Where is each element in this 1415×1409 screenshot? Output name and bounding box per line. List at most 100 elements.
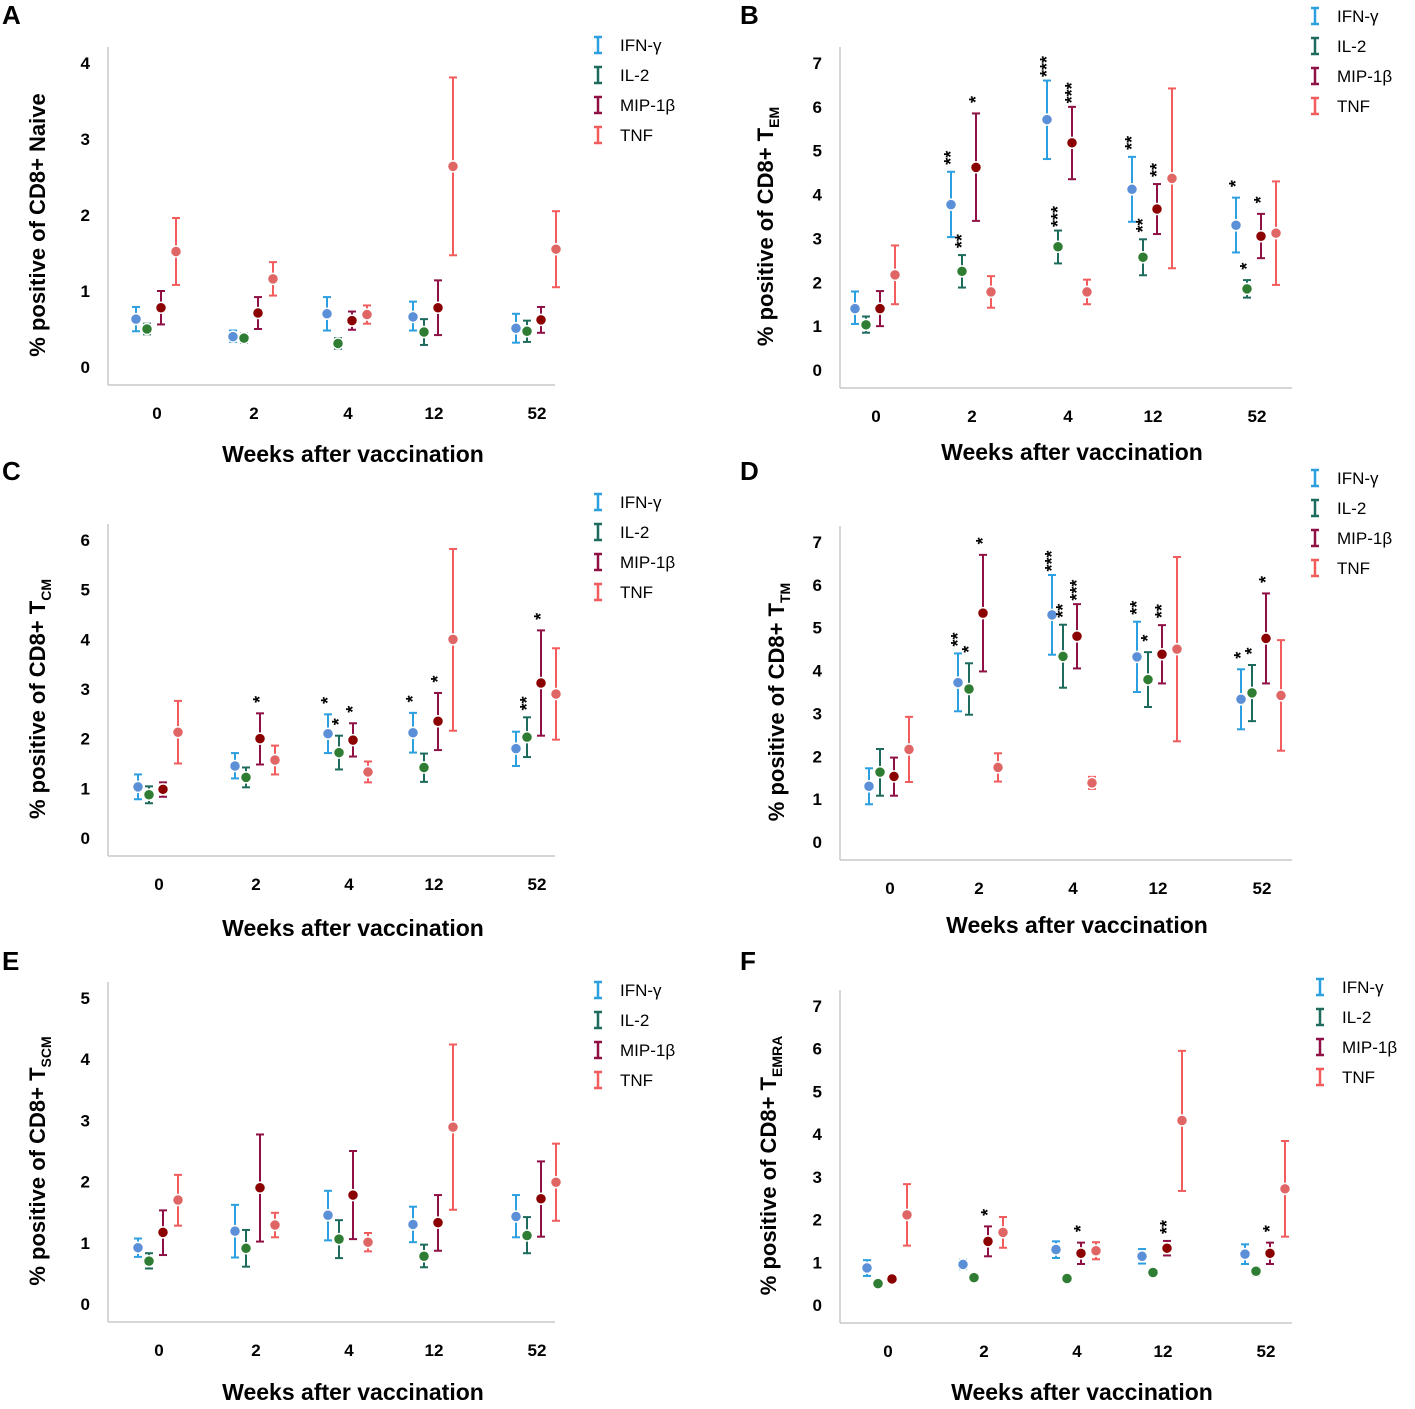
- data-point[interactable]: [1125, 183, 1139, 196]
- data-point[interactable]: [534, 313, 548, 327]
- data-point[interactable]: [360, 308, 374, 321]
- data-point[interactable]: [406, 1218, 420, 1231]
- data-point[interactable]: [1130, 650, 1144, 664]
- data-point[interactable]: [962, 682, 976, 696]
- data-point[interactable]: [549, 242, 563, 256]
- data-point[interactable]: [266, 272, 280, 286]
- data-point[interactable]: [332, 746, 346, 759]
- data-point[interactable]: [984, 285, 998, 299]
- data-point[interactable]: [140, 322, 154, 336]
- data-point[interactable]: [268, 753, 282, 767]
- data-point[interactable]: [1269, 226, 1283, 240]
- data-point[interactable]: [991, 761, 1005, 774]
- data-point[interactable]: [1150, 202, 1164, 216]
- data-point[interactable]: [431, 1216, 445, 1229]
- data-point[interactable]: [848, 302, 862, 315]
- data-point[interactable]: [406, 726, 420, 739]
- data-point[interactable]: [1089, 1244, 1103, 1258]
- data-point[interactable]: [1229, 219, 1243, 232]
- data-point[interactable]: [228, 759, 242, 773]
- data-point[interactable]: [237, 331, 251, 345]
- data-point[interactable]: [446, 633, 460, 646]
- data-point[interactable]: [1234, 693, 1248, 706]
- data-point[interactable]: [1155, 648, 1169, 661]
- data-point[interactable]: [1165, 172, 1179, 185]
- data-point[interactable]: [1065, 136, 1079, 150]
- data-point[interactable]: [873, 302, 887, 315]
- data-point[interactable]: [862, 780, 876, 793]
- data-point[interactable]: [1060, 1272, 1074, 1285]
- data-point[interactable]: [967, 1271, 981, 1284]
- data-point[interactable]: [981, 1235, 995, 1248]
- data-point[interactable]: [951, 676, 965, 689]
- data-point[interactable]: [1135, 1250, 1149, 1263]
- data-point[interactable]: [1049, 1243, 1063, 1256]
- data-point[interactable]: [534, 1192, 548, 1205]
- data-point[interactable]: [1056, 650, 1070, 663]
- data-point[interactable]: [239, 1242, 253, 1255]
- data-point[interactable]: [955, 265, 969, 278]
- data-point[interactable]: [1074, 1247, 1088, 1260]
- data-point[interactable]: [431, 715, 445, 728]
- data-point[interactable]: [1240, 282, 1254, 296]
- data-point[interactable]: [228, 1224, 242, 1238]
- data-point[interactable]: [1070, 630, 1084, 643]
- data-point[interactable]: [331, 337, 345, 350]
- data-point[interactable]: [417, 1250, 431, 1263]
- data-point[interactable]: [944, 198, 958, 211]
- data-point[interactable]: [417, 761, 431, 774]
- data-point[interactable]: [860, 1261, 874, 1275]
- data-point[interactable]: [534, 676, 548, 690]
- data-point[interactable]: [142, 788, 156, 802]
- data-point[interactable]: [902, 743, 916, 756]
- data-point[interactable]: [1170, 642, 1184, 656]
- data-point[interactable]: [361, 1235, 375, 1249]
- data-point[interactable]: [520, 1229, 534, 1242]
- data-point[interactable]: [131, 780, 145, 794]
- data-point[interactable]: [156, 783, 170, 796]
- data-point[interactable]: [156, 1226, 170, 1239]
- data-point[interactable]: [1051, 240, 1065, 254]
- data-point[interactable]: [1040, 113, 1054, 126]
- data-point[interactable]: [226, 330, 240, 343]
- data-point[interactable]: [1254, 229, 1268, 243]
- data-point[interactable]: [321, 727, 335, 740]
- data-point[interactable]: [417, 325, 431, 339]
- data-point[interactable]: [885, 1272, 899, 1286]
- data-point[interactable]: [520, 730, 534, 744]
- data-point[interactable]: [406, 310, 420, 324]
- data-point[interactable]: [1045, 608, 1059, 622]
- data-point[interactable]: [131, 1241, 145, 1254]
- data-point[interactable]: [1080, 285, 1094, 299]
- data-point[interactable]: [549, 1175, 563, 1189]
- data-point[interactable]: [253, 1181, 267, 1194]
- data-point[interactable]: [509, 1210, 523, 1223]
- data-point[interactable]: [361, 765, 375, 779]
- data-point[interactable]: [446, 160, 460, 173]
- data-point[interactable]: [251, 306, 265, 320]
- data-point[interactable]: [1278, 1182, 1292, 1196]
- data-point[interactable]: [969, 161, 983, 174]
- data-point[interactable]: [1249, 1265, 1263, 1278]
- data-point[interactable]: [320, 307, 334, 321]
- data-point[interactable]: [509, 742, 523, 755]
- data-point[interactable]: [1141, 673, 1155, 686]
- data-point[interactable]: [976, 606, 990, 620]
- data-point[interactable]: [1274, 689, 1288, 702]
- data-point[interactable]: [1136, 251, 1150, 264]
- data-point[interactable]: [1085, 776, 1099, 790]
- data-point[interactable]: [900, 1208, 914, 1222]
- data-point[interactable]: [859, 318, 873, 332]
- data-point[interactable]: [268, 1218, 282, 1232]
- data-point[interactable]: [1146, 1266, 1160, 1279]
- data-point[interactable]: [346, 1188, 360, 1202]
- data-point[interactable]: [873, 765, 887, 779]
- data-point[interactable]: [446, 1120, 460, 1134]
- data-point[interactable]: [171, 725, 185, 739]
- data-point[interactable]: [431, 301, 445, 314]
- data-point[interactable]: [549, 687, 563, 701]
- data-point[interactable]: [887, 770, 901, 783]
- data-point[interactable]: [346, 733, 360, 747]
- data-point[interactable]: [171, 1193, 185, 1207]
- data-point[interactable]: [509, 321, 523, 335]
